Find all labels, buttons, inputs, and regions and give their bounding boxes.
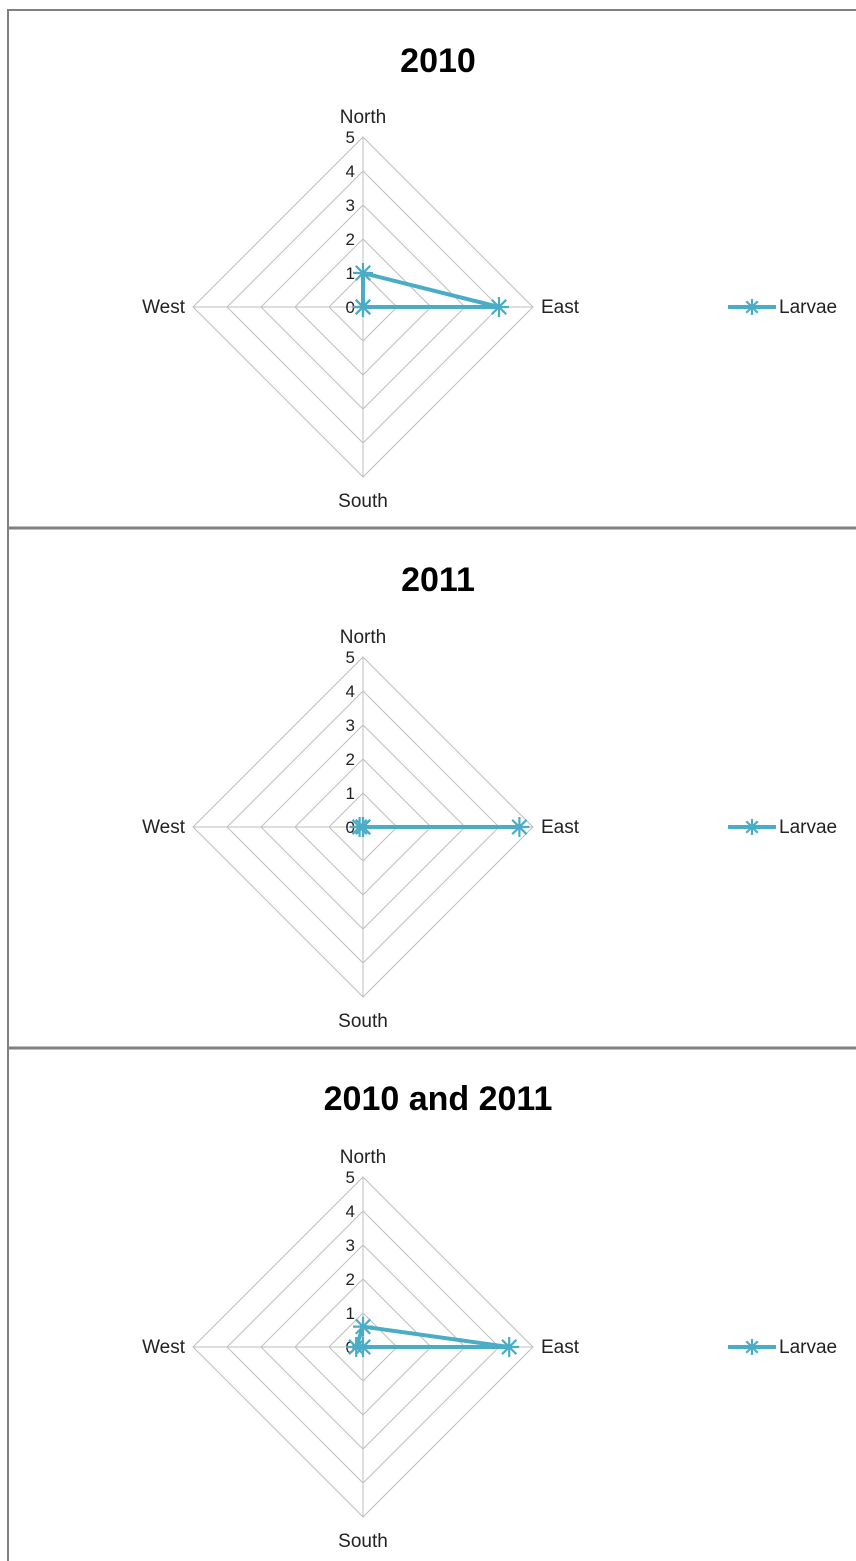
axis-label-north: North	[340, 107, 386, 128]
tick-label: 3	[346, 1236, 355, 1255]
tick-label: 1	[346, 264, 355, 283]
legend-label: Larvae	[779, 1337, 837, 1358]
chart-title: 2010	[400, 42, 476, 80]
tick-label: 0	[346, 298, 355, 317]
axis-label-north: North	[340, 1147, 386, 1168]
tick-label: 2	[346, 230, 355, 249]
tick-label: 4	[346, 1202, 355, 1221]
legend-label: Larvae	[779, 817, 837, 838]
series-line	[361, 271, 501, 309]
radar-chart-3: 2010 and 2011012345NorthEastSouthWestLar…	[142, 1080, 837, 1552]
axis-label-south: South	[338, 491, 388, 512]
tick-label: 5	[346, 648, 355, 667]
legend: Larvae	[728, 297, 837, 318]
tick-label: 2	[346, 750, 355, 769]
legend-marker	[744, 1339, 760, 1355]
chart-title: 2011	[401, 561, 475, 599]
legend-label: Larvae	[779, 297, 837, 318]
axis-label-west: West	[142, 297, 186, 318]
axis-label-south: South	[338, 1531, 388, 1552]
data-point-west	[349, 817, 370, 837]
legend: Larvae	[728, 1337, 837, 1358]
axis-label-east: East	[541, 297, 580, 318]
axis-label-east: East	[541, 817, 580, 838]
chart-frame	[7, 9, 856, 1561]
data-point-west	[346, 1337, 367, 1357]
tick-label: 3	[346, 716, 355, 735]
radar-chart-2: 2011012345NorthEastSouthWestLarvae	[142, 561, 837, 1032]
legend: Larvae	[728, 817, 837, 838]
data-point-east	[489, 297, 509, 317]
chart-title: 2010 and 2011	[324, 1080, 553, 1118]
axis-label-west: West	[142, 1337, 186, 1358]
tick-label: 5	[346, 128, 355, 147]
data-point-north	[353, 1316, 373, 1337]
axis-label-north: North	[340, 627, 386, 648]
data-point-east	[499, 1337, 520, 1357]
axis-label-east: East	[541, 1337, 580, 1358]
axis-label-west: West	[142, 817, 186, 838]
tick-label: 1	[346, 1304, 355, 1323]
legend-marker	[744, 299, 760, 315]
axis-label-south: South	[338, 1011, 388, 1032]
tick-label: 5	[346, 1168, 355, 1187]
tick-label: 3	[346, 196, 355, 215]
data-point-north	[353, 263, 373, 283]
tick-label: 4	[346, 162, 355, 181]
data-point-east	[509, 817, 530, 837]
tick-label: 1	[346, 784, 355, 803]
tick-label: 2	[346, 1270, 355, 1289]
series-line	[354, 1324, 512, 1349]
data-point-west	[353, 297, 373, 317]
tick-label: 4	[346, 682, 355, 701]
legend-marker	[744, 819, 760, 835]
